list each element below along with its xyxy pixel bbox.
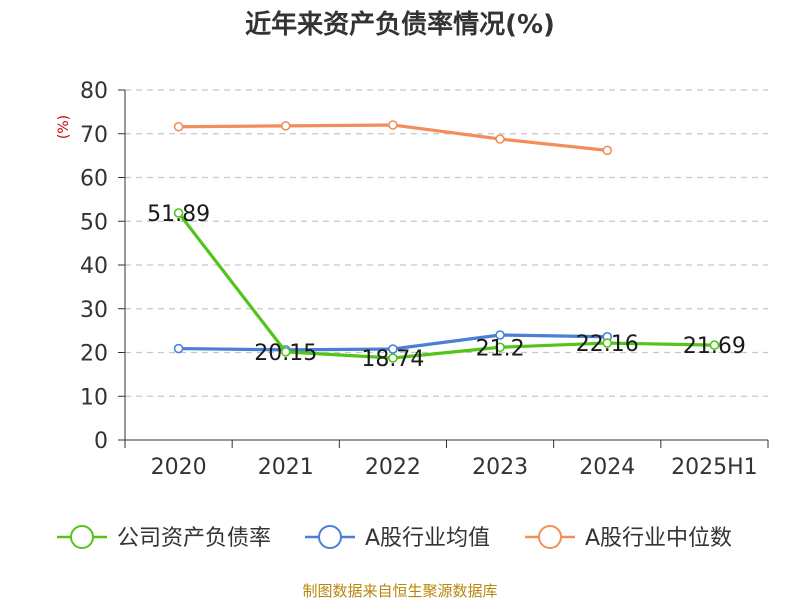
x-tick-label: 2024 — [579, 455, 635, 480]
data-point[interactable] — [602, 145, 613, 156]
data-point[interactable] — [495, 134, 505, 144]
data-point[interactable] — [388, 353, 398, 363]
y-tick-label: 60 — [80, 167, 108, 192]
legend-item[interactable]: A股行业均值 — [305, 525, 490, 551]
legend-label: A股行业中位数 — [585, 526, 732, 551]
chart-title: 近年来资产负债率情况(%) — [245, 9, 555, 40]
legend-item[interactable]: 公司资产负债率 — [57, 525, 271, 551]
y-tick-label: 40 — [80, 254, 108, 279]
data-label: 21.69 — [683, 334, 746, 359]
data-point[interactable] — [388, 120, 398, 130]
data-point[interactable] — [495, 342, 505, 353]
data-point[interactable] — [495, 330, 505, 340]
legend-marker — [70, 525, 94, 549]
data-label: 51.89 — [147, 202, 210, 227]
x-tick-label: 2025H1 — [671, 455, 758, 480]
data-label: 22.16 — [576, 332, 639, 357]
y-tick-label: 0 — [94, 429, 108, 454]
data-point[interactable] — [602, 338, 613, 348]
data-point[interactable] — [709, 340, 720, 350]
data-point[interactable] — [173, 208, 184, 218]
y-tick-label: 70 — [80, 123, 108, 148]
data-point[interactable] — [173, 121, 184, 132]
series-line — [176, 211, 717, 360]
x-tick-label: 2022 — [365, 455, 421, 480]
axes: 0 10 20 30 40 50 60 70 80 2020 2021 2022 2023 2024 202… — [80, 79, 769, 480]
legend-item[interactable]: A股行业中位数 — [525, 525, 732, 551]
data-label: 20.15 — [254, 341, 317, 366]
data-point[interactable] — [280, 121, 291, 131]
x-tick-label: 2020 — [151, 455, 207, 480]
legend-marker — [538, 525, 562, 549]
series-group — [173, 120, 720, 363]
data-point[interactable] — [173, 343, 184, 354]
y-tick-label: 10 — [80, 385, 108, 410]
data-point[interactable] — [388, 344, 398, 354]
legend-marker — [318, 525, 342, 549]
legend-label: A股行业均值 — [365, 526, 490, 551]
legend[interactable]: 公司资产负债率 A股行业均值 A股行业中位数 — [57, 525, 732, 551]
y-tick-label: 80 — [80, 79, 108, 104]
source-note: 制图数据来自恒生聚源数据库 — [302, 582, 497, 600]
data-label: 18.74 — [361, 347, 424, 372]
y-tick-label: 20 — [80, 342, 108, 367]
legend-label: 公司资产负债率 — [117, 526, 271, 551]
data-labels: 51.89 20.15 18.74 21.2 22.16 21.69 — [147, 202, 746, 372]
y-axis-label: (%) — [56, 115, 72, 139]
x-tick-label: 2021 — [258, 455, 314, 480]
y-tick-label: 30 — [80, 298, 108, 323]
data-point[interactable] — [280, 347, 291, 357]
x-tick-label: 2023 — [472, 455, 528, 480]
y-tick-label: 50 — [80, 210, 108, 235]
data-label: 21.2 — [476, 336, 525, 361]
